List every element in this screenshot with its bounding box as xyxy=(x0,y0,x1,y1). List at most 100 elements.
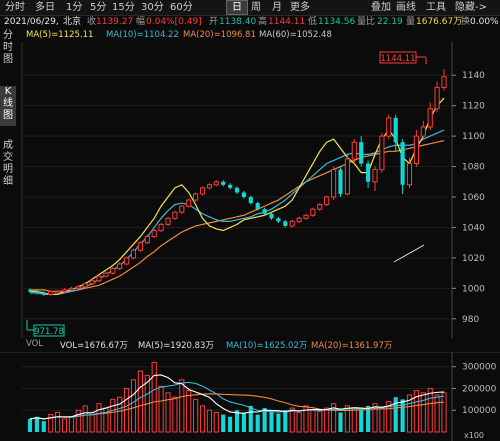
volume-bar xyxy=(344,405,350,433)
candle xyxy=(41,291,46,296)
volume-bar xyxy=(117,396,123,433)
amount-label: 量 xyxy=(406,17,416,27)
volume-bar xyxy=(41,421,46,432)
candle xyxy=(34,289,39,295)
tab-15min[interactable]: 15分 xyxy=(112,2,135,13)
candle xyxy=(289,219,295,228)
volume-bar xyxy=(441,392,447,433)
price-tick-label: 1060 xyxy=(462,193,485,203)
volume-chart[interactable]: 300000 200000 100000 x100 xyxy=(0,352,500,441)
hide-button[interactable]: 隐藏-> xyxy=(455,2,487,13)
volume-bar xyxy=(283,410,288,432)
volume-tick-label: 300000 xyxy=(462,363,497,373)
volume-bar xyxy=(331,403,337,433)
tools-button[interactable]: 工具 xyxy=(426,2,446,13)
volume-bar xyxy=(359,410,364,432)
candle xyxy=(310,207,316,217)
candle xyxy=(400,139,405,194)
low-value: 1134.56 xyxy=(318,17,356,27)
candle xyxy=(393,114,398,152)
side-tab-intraday[interactable]: 分时图 xyxy=(0,30,16,66)
price-tick-label: 1040 xyxy=(462,223,485,233)
candle xyxy=(427,102,433,131)
vol-value: VOL=1676.67万 xyxy=(60,341,128,351)
volume-bar xyxy=(338,412,343,432)
candle xyxy=(234,186,240,194)
price-tick-label: 1100 xyxy=(462,132,485,142)
candle xyxy=(172,210,178,220)
vol-name: VOL xyxy=(26,339,44,349)
volume-bar xyxy=(241,412,246,432)
side-tab-trades-label: 成交明细 xyxy=(3,140,13,187)
candle xyxy=(228,183,233,190)
candle xyxy=(144,235,150,245)
tab-1min[interactable]: 1分 xyxy=(66,2,83,13)
quote-date: 2021/06/29, xyxy=(4,17,59,27)
volume-bar xyxy=(413,390,419,433)
tab-weekly[interactable]: 周 xyxy=(251,2,261,13)
candle xyxy=(206,183,212,190)
volume-bar xyxy=(179,379,185,433)
candle xyxy=(55,289,61,295)
candle xyxy=(241,190,246,199)
candle xyxy=(441,69,447,91)
volume-axis: 300000 200000 100000 xyxy=(452,363,497,416)
volume-bar xyxy=(221,414,226,432)
ma-lines xyxy=(30,97,445,296)
ma5-line xyxy=(30,97,445,296)
tab-30min[interactable]: 30分 xyxy=(141,2,164,13)
candle xyxy=(262,207,267,216)
candles xyxy=(27,69,447,296)
candle xyxy=(344,154,350,196)
tab-intraday[interactable]: 分时 xyxy=(5,2,25,13)
vol-ma5: MA(5)=1920.83万 xyxy=(138,341,214,351)
volume-bar xyxy=(269,411,274,432)
volume-bar xyxy=(420,392,426,433)
candle xyxy=(406,157,413,188)
tab-multi-day[interactable]: 多日 xyxy=(35,2,55,13)
volume-ma10-line xyxy=(29,381,445,420)
price-tick-label: 1140 xyxy=(462,71,485,81)
volume-bar xyxy=(427,387,433,433)
volume-bar xyxy=(186,390,192,433)
tab-5min[interactable]: 5分 xyxy=(90,2,107,13)
candle xyxy=(96,274,102,283)
quote-market: 北京 xyxy=(63,17,82,27)
volume-tick-label: 100000 xyxy=(462,406,497,416)
price-tick-label: 1080 xyxy=(462,163,485,173)
candle xyxy=(68,286,74,292)
volume-legend: VOL VOL=1676.67万 MA(5)=1920.83万 MA(10)=1… xyxy=(26,339,392,351)
price-tick-label: 1020 xyxy=(462,254,485,264)
side-tab-intraday-label: 分时图 xyxy=(3,30,13,65)
tab-daily[interactable]: 日 xyxy=(226,0,248,15)
volume-bar xyxy=(213,411,219,433)
tab-monthly[interactable]: 月 xyxy=(272,2,282,13)
high-marker-label: 1144.11 xyxy=(380,54,415,64)
change-label: 幅 xyxy=(136,17,146,27)
volratio-label: 量比 xyxy=(357,17,376,27)
volume-bar xyxy=(82,405,88,433)
vol-ma10: MA(10)=1625.02万 xyxy=(226,341,308,351)
close-label: 收 xyxy=(87,17,97,27)
volume-bar xyxy=(151,361,157,433)
side-tab-trades[interactable]: 成交明细 xyxy=(0,140,16,190)
overlay-button[interactable]: 叠加 xyxy=(371,2,391,13)
tab-more[interactable]: 更多 xyxy=(290,2,310,13)
side-tab-kline[interactable]: K线图 xyxy=(0,86,16,126)
high-label: 高 xyxy=(258,17,268,27)
volume-bar xyxy=(434,394,440,433)
volume-bar xyxy=(234,410,240,432)
volume-bar xyxy=(48,414,54,433)
amount-value: 1676.67万 xyxy=(416,17,463,27)
candle xyxy=(324,195,330,207)
change-value: 0.04%[0.49] xyxy=(146,17,202,27)
candle xyxy=(434,81,440,112)
draw-line-button[interactable]: 画线 xyxy=(396,2,416,13)
low-label: 低 xyxy=(308,17,318,27)
candle xyxy=(165,216,171,226)
candle xyxy=(296,216,302,223)
tab-60min[interactable]: 60分 xyxy=(170,2,193,13)
volume-bar xyxy=(296,411,302,433)
price-chart[interactable]: 1140 1120 1100 1080 1060 1040 1020 1000 980 1144… xyxy=(0,42,500,338)
volume-ma-lines xyxy=(29,374,445,420)
